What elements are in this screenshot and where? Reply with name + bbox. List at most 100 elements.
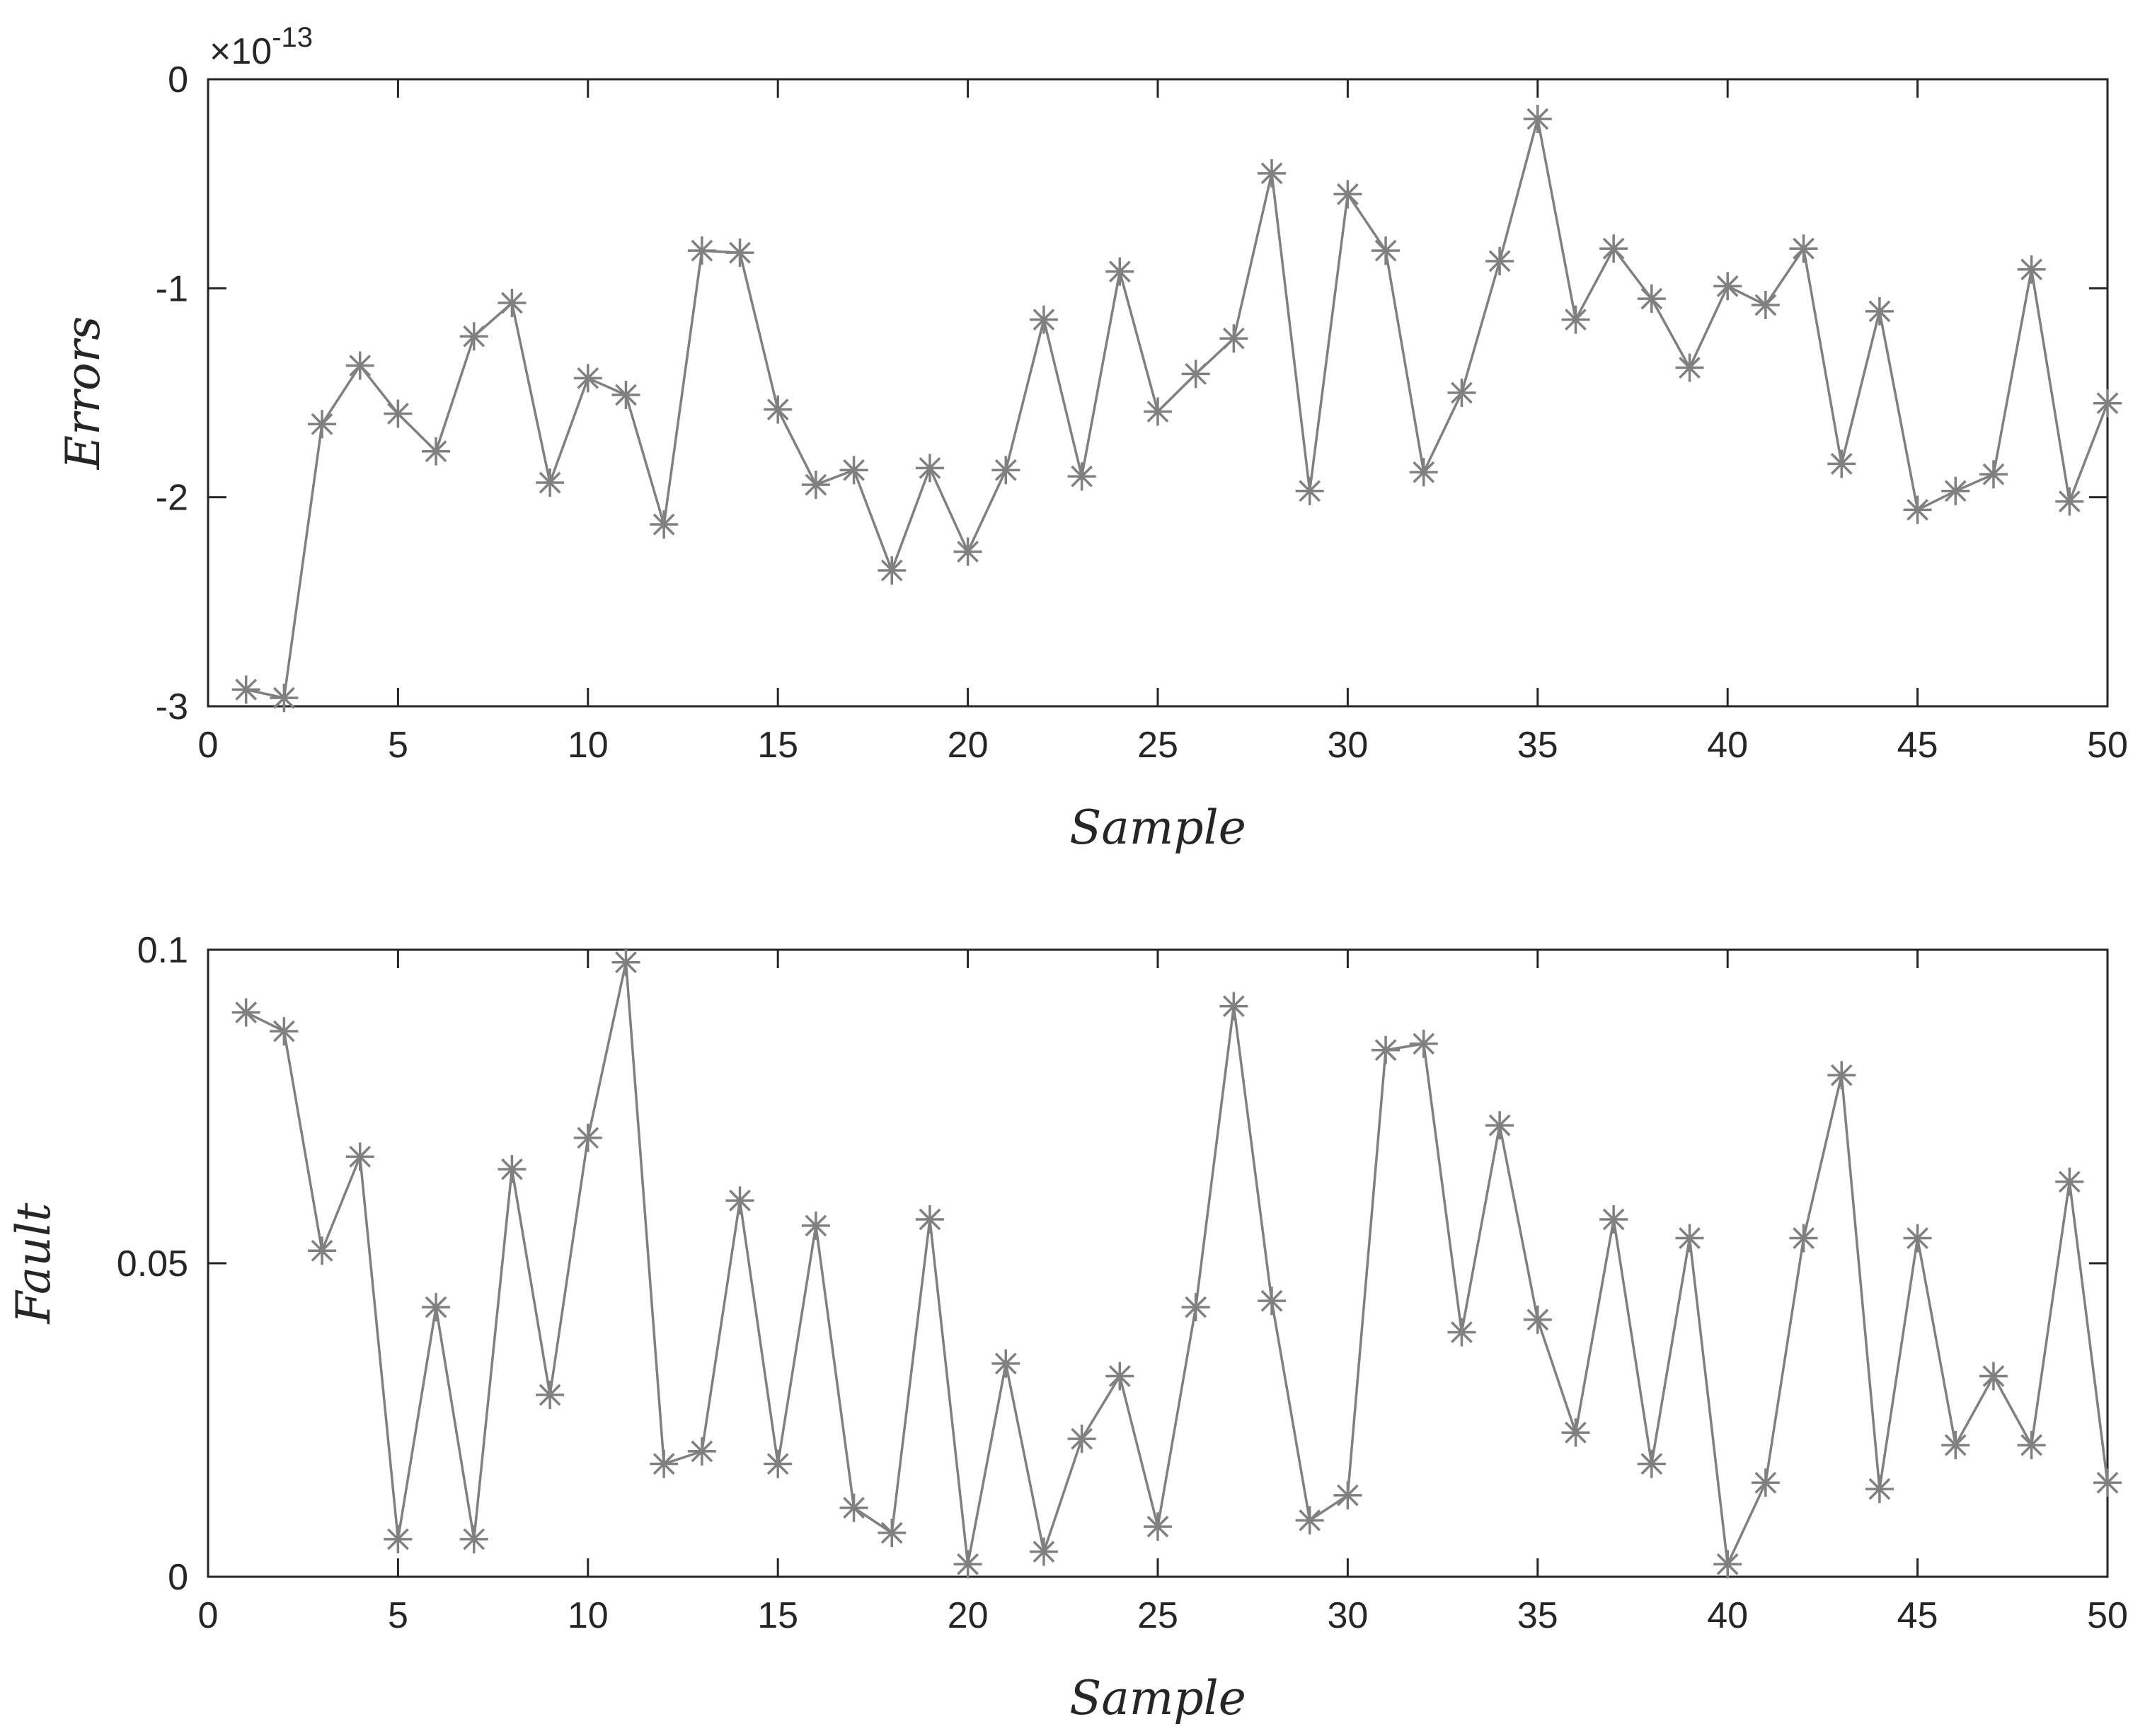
errors-data-point (422, 437, 451, 466)
fault-data-point (1067, 1425, 1096, 1454)
errors-x-tick-label: 25 (1137, 725, 1178, 766)
fault-data-point (345, 1142, 374, 1171)
errors-data-point (1827, 449, 1856, 478)
fault-data-point (801, 1211, 830, 1240)
errors-data-point (839, 456, 868, 485)
errors-x-tick-label: 45 (1897, 725, 1938, 766)
errors-data-point (270, 684, 299, 713)
fault-data-point (915, 1205, 944, 1234)
fault-data-point (422, 1293, 451, 1322)
errors-data-point (1599, 234, 1628, 263)
fault-data-point (1941, 1430, 1970, 1459)
errors-data-point (1371, 236, 1401, 265)
fault-x-tick-label: 15 (757, 1595, 798, 1636)
errors-x-tick-label: 30 (1327, 725, 1368, 766)
fault-x-tick-label: 45 (1897, 1595, 1938, 1636)
errors-data-point (1789, 234, 1818, 263)
fault-data-point (1144, 1512, 1172, 1541)
errors-data-point (725, 238, 754, 268)
errors-data-point (1941, 476, 1970, 505)
errors-data-point (1067, 462, 1096, 491)
errors-data-point (345, 351, 374, 380)
fault-data-point (1713, 1550, 1742, 1579)
fault-data-point (1675, 1224, 1704, 1253)
fault-data-point (611, 948, 640, 977)
errors-data-point (459, 322, 488, 351)
errors-x-axis-title: Sample (1069, 800, 1246, 855)
fault-data-point (459, 1524, 488, 1553)
errors-data-point (1561, 305, 1590, 334)
fault-data-point (536, 1381, 565, 1410)
errors-plot: 0 5 10 15 20 25 30 35 40 45 50 0 -1 -2 -3 ×10-13 Samp… (56, 22, 2128, 855)
errors-y-axis-title: Errors (56, 316, 110, 470)
errors-data-point (1258, 159, 1287, 188)
fault-x-tick-label: 40 (1707, 1595, 1748, 1636)
errors-data-point (384, 399, 413, 428)
errors-data-point (687, 236, 716, 265)
errors-data-point (1409, 458, 1438, 487)
fault-data-point (1827, 1061, 1856, 1090)
errors-data-point (2055, 487, 2084, 516)
fault-data-point (270, 1017, 299, 1046)
fault-data-point (1523, 1305, 1552, 1334)
errors-data-point (1105, 257, 1134, 286)
fault-data-point (687, 1437, 716, 1466)
errors-data-point (1675, 353, 1704, 382)
fault-data-point (764, 1449, 793, 1478)
errors-data-point (231, 675, 260, 704)
errors-data-point (2017, 255, 2046, 284)
fault-data-point (1181, 1293, 1210, 1322)
errors-x-tick-label: 50 (2087, 725, 2128, 766)
fault-data-point (2017, 1430, 2046, 1459)
errors-data-point (801, 470, 830, 499)
errors-data-point (650, 510, 679, 539)
errors-x-tick-label: 0 (198, 725, 219, 766)
fault-data-point (1979, 1362, 2008, 1391)
fault-x-tick-label: 50 (2087, 1595, 2128, 1636)
fault-x-ticks: 0 5 10 15 20 25 30 35 40 45 50 (198, 950, 2128, 1636)
errors-y-ticks: 0 -1 -2 -3 (156, 59, 2107, 728)
fault-data-point (953, 1550, 982, 1579)
fault-x-tick-label: 30 (1327, 1595, 1368, 1636)
errors-data-point (764, 395, 793, 424)
fault-data-point (991, 1349, 1020, 1378)
errors-data-point (611, 380, 640, 409)
fault-data-point (1561, 1418, 1590, 1447)
errors-markers (231, 105, 2122, 713)
fault-data-point (650, 1449, 679, 1478)
fault-data-point (1637, 1449, 1666, 1478)
errors-x-tick-label: 10 (568, 725, 609, 766)
fault-data-point (1903, 1224, 1932, 1253)
errors-data-point (573, 364, 602, 393)
fault-series-line (245, 962, 2109, 1569)
fault-data-point (2093, 1468, 2122, 1498)
errors-data-point (1979, 460, 2008, 489)
fault-data-point (1333, 1481, 1362, 1510)
errors-y-tick-label: -1 (156, 268, 188, 309)
fault-data-point (1789, 1224, 1818, 1253)
errors-series-line (246, 118, 2109, 700)
errors-x-tick-label: 20 (948, 725, 989, 766)
fault-plot: 0 5 10 15 20 25 30 35 40 45 50 0.1 0.05 0 Sample Fau… (6, 930, 2128, 1725)
errors-data-point (1219, 324, 1248, 353)
fault-x-tick-label: 20 (948, 1595, 989, 1636)
errors-data-point (878, 556, 907, 585)
fault-data-point (384, 1524, 413, 1553)
errors-data-point (1029, 305, 1058, 334)
errors-data-point (953, 537, 982, 566)
fault-x-tick-label: 25 (1137, 1595, 1178, 1636)
fault-data-point (1258, 1287, 1287, 1316)
fault-data-point (1599, 1205, 1628, 1234)
errors-data-point (1523, 105, 1552, 134)
fault-data-point (839, 1493, 868, 1522)
fault-x-axis-title: Sample (1069, 1671, 1246, 1725)
errors-data-point (1333, 180, 1362, 209)
errors-data-point (498, 289, 527, 318)
errors-y-tick-label: -2 (156, 478, 188, 519)
fault-plot-frame (207, 948, 2109, 1578)
errors-data-point (308, 410, 337, 439)
errors-data-point (1447, 379, 1476, 407)
errors-data-point (1903, 495, 1932, 524)
fault-data-point (1295, 1506, 1324, 1535)
errors-data-point (1713, 272, 1742, 301)
